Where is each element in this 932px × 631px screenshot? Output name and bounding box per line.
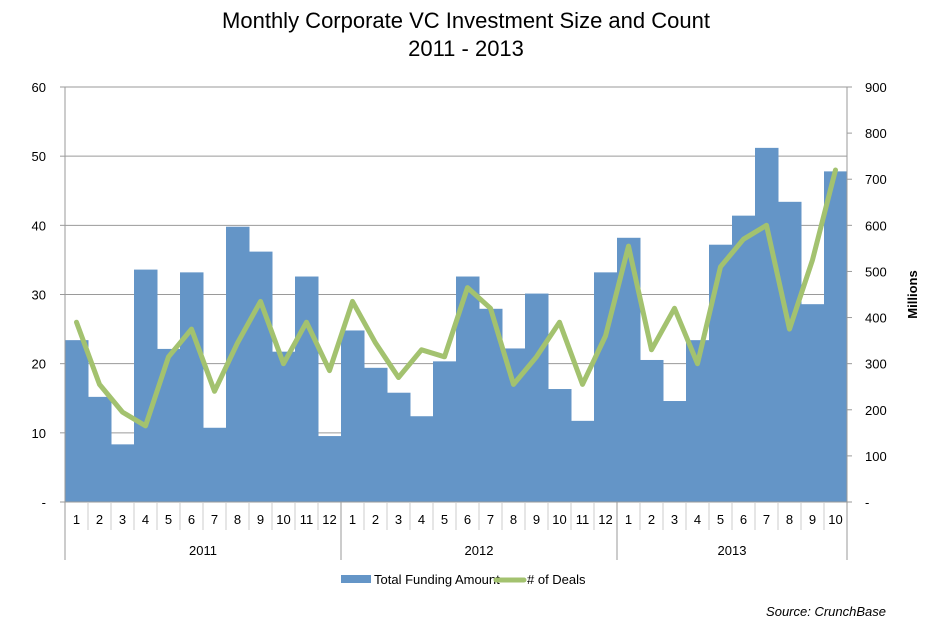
- bar-total-funding: [180, 272, 204, 502]
- bar-total-funding: [824, 171, 848, 502]
- bar-total-funding: [88, 396, 112, 502]
- chart-title: Monthly Corporate VC Investment Size and…: [222, 8, 710, 33]
- month-tick-label: 9: [257, 512, 264, 527]
- bar-total-funding: [479, 308, 503, 502]
- bar-total-funding: [341, 330, 365, 502]
- left-tick-label: 20: [32, 357, 46, 372]
- left-tick-label: 40: [32, 218, 46, 233]
- month-tick-label: 11: [300, 512, 314, 527]
- bar-total-funding: [433, 361, 457, 502]
- bar-total-funding: [617, 237, 641, 503]
- bar-total-funding: [594, 272, 618, 502]
- month-tick-label: 4: [694, 512, 701, 527]
- month-tick-label: 5: [717, 512, 724, 527]
- month-tick-label: 6: [464, 512, 471, 527]
- month-tick-label: 10: [828, 512, 842, 527]
- chart-subtitle: 2011 - 2013: [408, 36, 524, 61]
- month-tick-label: 3: [119, 512, 126, 527]
- bar-total-funding: [548, 389, 572, 502]
- bar-total-funding: [525, 293, 549, 502]
- left-tick-label: 10: [32, 426, 46, 441]
- month-tick-label: 3: [671, 512, 678, 527]
- bar-total-funding: [272, 351, 296, 502]
- month-tick-label: 6: [188, 512, 195, 527]
- month-tick-label: 6: [740, 512, 747, 527]
- bar-total-funding: [111, 444, 135, 502]
- right-tick-label: -: [865, 495, 869, 510]
- left-tick-label: -: [42, 495, 46, 510]
- bar-total-funding: [157, 348, 181, 502]
- month-tick-label: 7: [487, 512, 494, 527]
- bar-total-funding: [732, 215, 756, 502]
- month-tick-label: 10: [276, 512, 290, 527]
- bar-total-funding: [686, 340, 710, 502]
- bar-total-funding: [778, 201, 802, 503]
- bar-total-funding: [755, 147, 779, 502]
- right-tick-label: 800: [865, 126, 887, 141]
- month-tick-label: 8: [786, 512, 793, 527]
- bar-total-funding: [65, 340, 89, 502]
- month-tick-label: 7: [763, 512, 770, 527]
- month-tick-label: 4: [142, 512, 149, 527]
- legend-label-deals: # of Deals: [527, 572, 586, 587]
- bar-total-funding: [295, 276, 319, 502]
- legend-swatch-total-funding: [341, 575, 371, 583]
- bar-total-funding: [203, 427, 227, 502]
- right-tick-label: 300: [865, 357, 887, 372]
- bar-total-funding: [801, 304, 825, 502]
- right-tick-label: 200: [865, 403, 887, 418]
- bar-total-funding: [709, 244, 733, 502]
- month-tick-label: 10: [552, 512, 566, 527]
- bar-total-funding: [318, 436, 342, 502]
- right-tick-label: 500: [865, 264, 887, 279]
- month-tick-label: 9: [809, 512, 816, 527]
- right-axis-label: Millions: [905, 270, 920, 318]
- month-tick-label: 4: [418, 512, 425, 527]
- month-tick-label: 1: [73, 512, 80, 527]
- month-tick-label: 2: [96, 512, 103, 527]
- bar-total-funding: [134, 269, 158, 502]
- month-tick-label: 3: [395, 512, 402, 527]
- left-tick-label: 30: [32, 288, 46, 303]
- bar-total-funding: [502, 348, 526, 502]
- bar-total-funding: [640, 359, 664, 502]
- source-note: Source: CrunchBase: [766, 604, 886, 619]
- month-tick-label: 1: [349, 512, 356, 527]
- month-tick-label: 8: [234, 512, 241, 527]
- bar-total-funding: [456, 276, 480, 502]
- bar-total-funding: [226, 226, 250, 502]
- right-tick-label: 900: [865, 80, 887, 95]
- month-tick-label: 1: [625, 512, 632, 527]
- month-tick-label: 12: [598, 512, 612, 527]
- year-tick-label: 2011: [189, 543, 217, 558]
- left-tick-label: 50: [32, 149, 46, 164]
- month-tick-label: 2: [372, 512, 379, 527]
- left-tick-label: 60: [32, 80, 46, 95]
- year-tick-label: 2013: [718, 543, 747, 558]
- legend-label-total-funding: Total Funding Amount: [374, 572, 500, 587]
- month-tick-label: 5: [441, 512, 448, 527]
- month-tick-label: 7: [211, 512, 218, 527]
- right-tick-label: 100: [865, 449, 887, 464]
- bar-total-funding: [364, 367, 388, 502]
- month-tick-label: 5: [165, 512, 172, 527]
- month-tick-label: 8: [510, 512, 517, 527]
- right-tick-label: 700: [865, 172, 887, 187]
- right-tick-label: 600: [865, 218, 887, 233]
- line-deals: [74, 167, 838, 429]
- month-tick-label: 9: [533, 512, 540, 527]
- month-tick-label: 11: [576, 512, 590, 527]
- bar-total-funding: [571, 420, 595, 502]
- bar-total-funding: [410, 416, 434, 502]
- bar-total-funding: [387, 392, 411, 502]
- year-tick-label: 2012: [465, 543, 494, 558]
- month-tick-label: 2: [648, 512, 655, 527]
- month-tick-label: 12: [322, 512, 336, 527]
- bar-total-funding: [663, 401, 687, 502]
- bar-total-funding: [249, 251, 273, 502]
- right-tick-label: 400: [865, 311, 887, 326]
